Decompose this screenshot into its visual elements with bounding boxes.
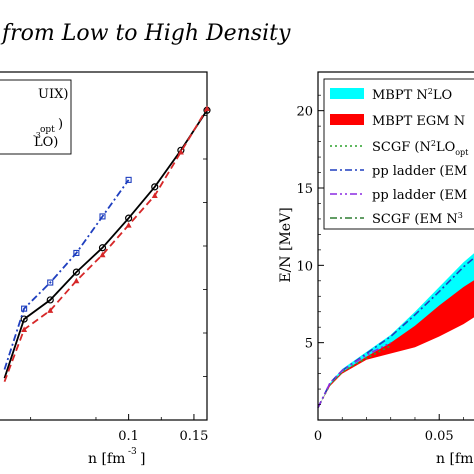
right-legend-label-0: MBPT N2LO: [372, 87, 452, 103]
right-line-1: [317, 345, 392, 408]
left-series-1-point-6: [151, 192, 158, 199]
left-series-1-point-8: [204, 105, 210, 112]
left-legend: UIX) opt ) -3 LO): [0, 79, 72, 155]
right-ytick-label-3: 20: [296, 105, 313, 120]
right-band-1: [318, 253, 474, 408]
left-series-2-point-4: [99, 213, 106, 220]
left-legend-fragment-5: LO): [34, 135, 58, 150]
left-legend-fragment-3: ): [58, 117, 63, 132]
left-legend-fragment-2: opt: [40, 125, 55, 135]
left-panel-plot: 0.1 0.15 UIX) opt ) -3 LO) n [fm -3 ]: [0, 71, 211, 467]
left-series-0-point-5: [125, 214, 133, 222]
right-bands-group: [318, 253, 474, 408]
left-xtick-label-1: 0.15: [179, 429, 208, 444]
left-series-0-point-2: [46, 296, 54, 304]
right-ticks-group: 5 10 15 20 0 0.05: [296, 94, 464, 444]
right-xtick-label-1: 0.05: [425, 429, 454, 444]
right-ytick-label-1: 10: [296, 259, 313, 274]
left-series-0-point-1: [20, 315, 28, 323]
left-ticks-group: 0.1 0.15: [30, 115, 208, 444]
right-plot-frame: [317, 71, 474, 421]
right-legend-label-2: SCGF (N2LOopt: [372, 139, 469, 157]
right-legend-swatch-0: [330, 88, 364, 99]
right-lines-group: [317, 256, 474, 408]
left-xlabel-main: n [fm: [88, 451, 125, 467]
left-series-2-point-3: [73, 249, 80, 257]
left-series-2-point-1: [21, 305, 28, 312]
right-y-axis-label: E/N [MeV]: [278, 207, 294, 282]
left-series-1-point-3: [73, 277, 80, 284]
right-legend-swatch-1: [330, 114, 364, 125]
left-xtick-label-0: 0.1: [118, 429, 139, 444]
left-series-2-point-5: [125, 176, 132, 183]
right-ytick-label-2: 15: [296, 182, 313, 197]
right-line-2: [317, 341, 392, 408]
right-legend-label-4: pp ladder (EM: [372, 188, 467, 203]
figure-title: from Low to High Density: [0, 21, 291, 46]
left-series-1-line: [3, 108, 208, 383]
left-x-axis-label: n [fm -3 ]: [88, 447, 145, 467]
left-series-0-point-3: [72, 268, 80, 276]
left-series-1-point-7: [177, 149, 184, 155]
left-series-1-point-1: [21, 326, 28, 333]
left-xlabel-exp: -3: [128, 447, 137, 457]
right-legend-label-3: pp ladder (EM: [372, 164, 467, 179]
right-legend-label-5: SCGF (EM N3: [372, 211, 463, 227]
right-panel-plot: 5 10 15 20 0 0.05 MBPT N2LO MBPT EGM N SCGF (N2…: [278, 71, 474, 467]
left-series-0-line: [3, 109, 208, 379]
right-legend-box: [323, 78, 474, 230]
left-series-1-point-4: [99, 251, 106, 258]
right-ytick-label-0: 5: [305, 337, 313, 352]
right-line-0: [317, 256, 474, 408]
right-x-axis-label: n [fm: [436, 451, 473, 467]
right-legend-label-1: MBPT EGM N: [372, 114, 465, 129]
left-series-0-point-6: [151, 183, 159, 191]
left-series-2-point-2: [47, 279, 54, 286]
right-legend: MBPT N2LO MBPT EGM N SCGF (N2LOopt pp ladde…: [323, 78, 474, 230]
left-xlabel-close: ]: [140, 451, 145, 467]
right-xtick-label-0: 0: [314, 429, 322, 444]
left-legend-fragment-1: UIX): [38, 87, 68, 102]
left-series-1-point-2: [47, 307, 54, 313]
left-series-2-line: [3, 179, 130, 370]
left-series-group: [3, 105, 211, 383]
left-series-0-point-4: [98, 244, 107, 252]
left-legend-fragment-4: -3: [33, 131, 41, 140]
left-legend-box: [0, 79, 72, 155]
left-series-1-point-5: [125, 222, 132, 228]
